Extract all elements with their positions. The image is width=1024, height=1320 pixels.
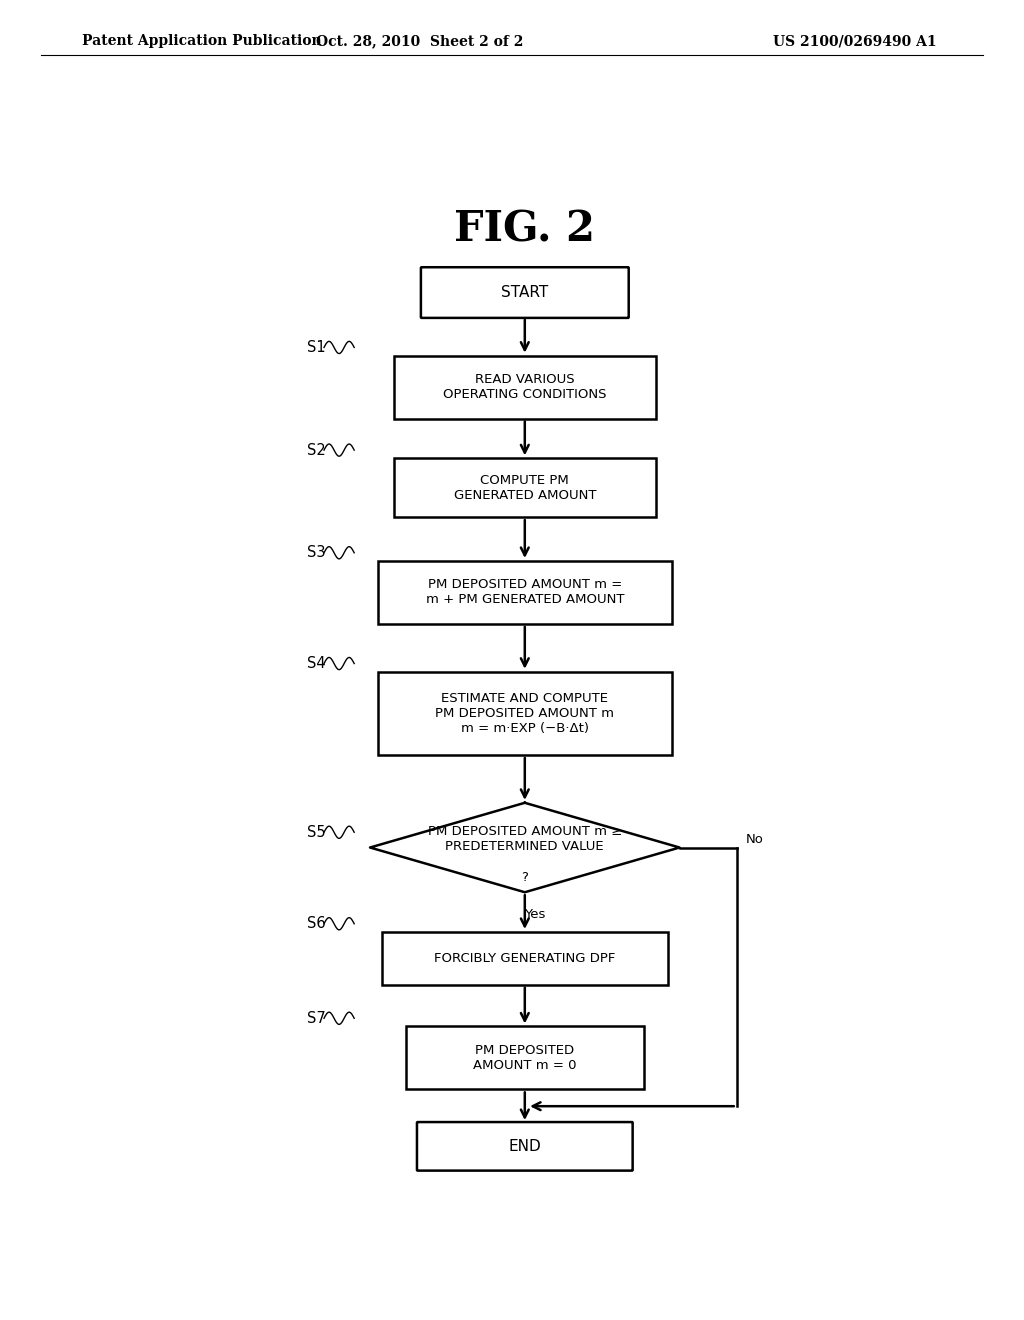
- Text: PM DEPOSITED AMOUNT m ≥
PREDETERMINED VALUE: PM DEPOSITED AMOUNT m ≥ PREDETERMINED VA…: [428, 825, 622, 854]
- Text: FIG. 2: FIG. 2: [455, 209, 595, 251]
- Text: PM DEPOSITED AMOUNT m =
m + PM GENERATED AMOUNT: PM DEPOSITED AMOUNT m = m + PM GENERATED…: [426, 578, 624, 606]
- Text: Oct. 28, 2010  Sheet 2 of 2: Oct. 28, 2010 Sheet 2 of 2: [316, 34, 523, 49]
- Text: No: No: [746, 833, 764, 846]
- Bar: [378, 672, 672, 755]
- Text: Yes: Yes: [523, 908, 545, 921]
- Text: S6: S6: [306, 916, 326, 931]
- Bar: [382, 932, 668, 985]
- Text: S4: S4: [306, 656, 326, 671]
- Bar: [394, 458, 655, 517]
- Text: COMPUTE PM
GENERATED AMOUNT: COMPUTE PM GENERATED AMOUNT: [454, 474, 596, 502]
- Text: S3: S3: [306, 545, 325, 560]
- Text: START: START: [501, 285, 549, 300]
- Text: US 2100/0269490 A1: US 2100/0269490 A1: [773, 34, 937, 49]
- Text: FORCIBLY GENERATING DPF: FORCIBLY GENERATING DPF: [434, 952, 615, 965]
- Bar: [378, 561, 672, 624]
- Text: READ VARIOUS
OPERATING CONDITIONS: READ VARIOUS OPERATING CONDITIONS: [443, 374, 606, 401]
- Bar: [406, 1027, 644, 1089]
- Text: S2: S2: [306, 442, 326, 458]
- Text: END: END: [509, 1139, 541, 1154]
- Text: S7: S7: [306, 1011, 326, 1026]
- Text: Patent Application Publication: Patent Application Publication: [82, 34, 322, 49]
- Bar: [394, 355, 655, 418]
- FancyBboxPatch shape: [417, 1122, 633, 1171]
- Text: PM DEPOSITED
AMOUNT m = 0: PM DEPOSITED AMOUNT m = 0: [473, 1044, 577, 1072]
- FancyBboxPatch shape: [421, 267, 629, 318]
- Text: ESTIMATE AND COMPUTE
PM DEPOSITED AMOUNT m
m = m·EXP (−B·Δt): ESTIMATE AND COMPUTE PM DEPOSITED AMOUNT…: [435, 692, 614, 735]
- Text: S1: S1: [306, 341, 326, 355]
- Text: ?: ?: [521, 871, 528, 884]
- Text: S5: S5: [306, 825, 326, 840]
